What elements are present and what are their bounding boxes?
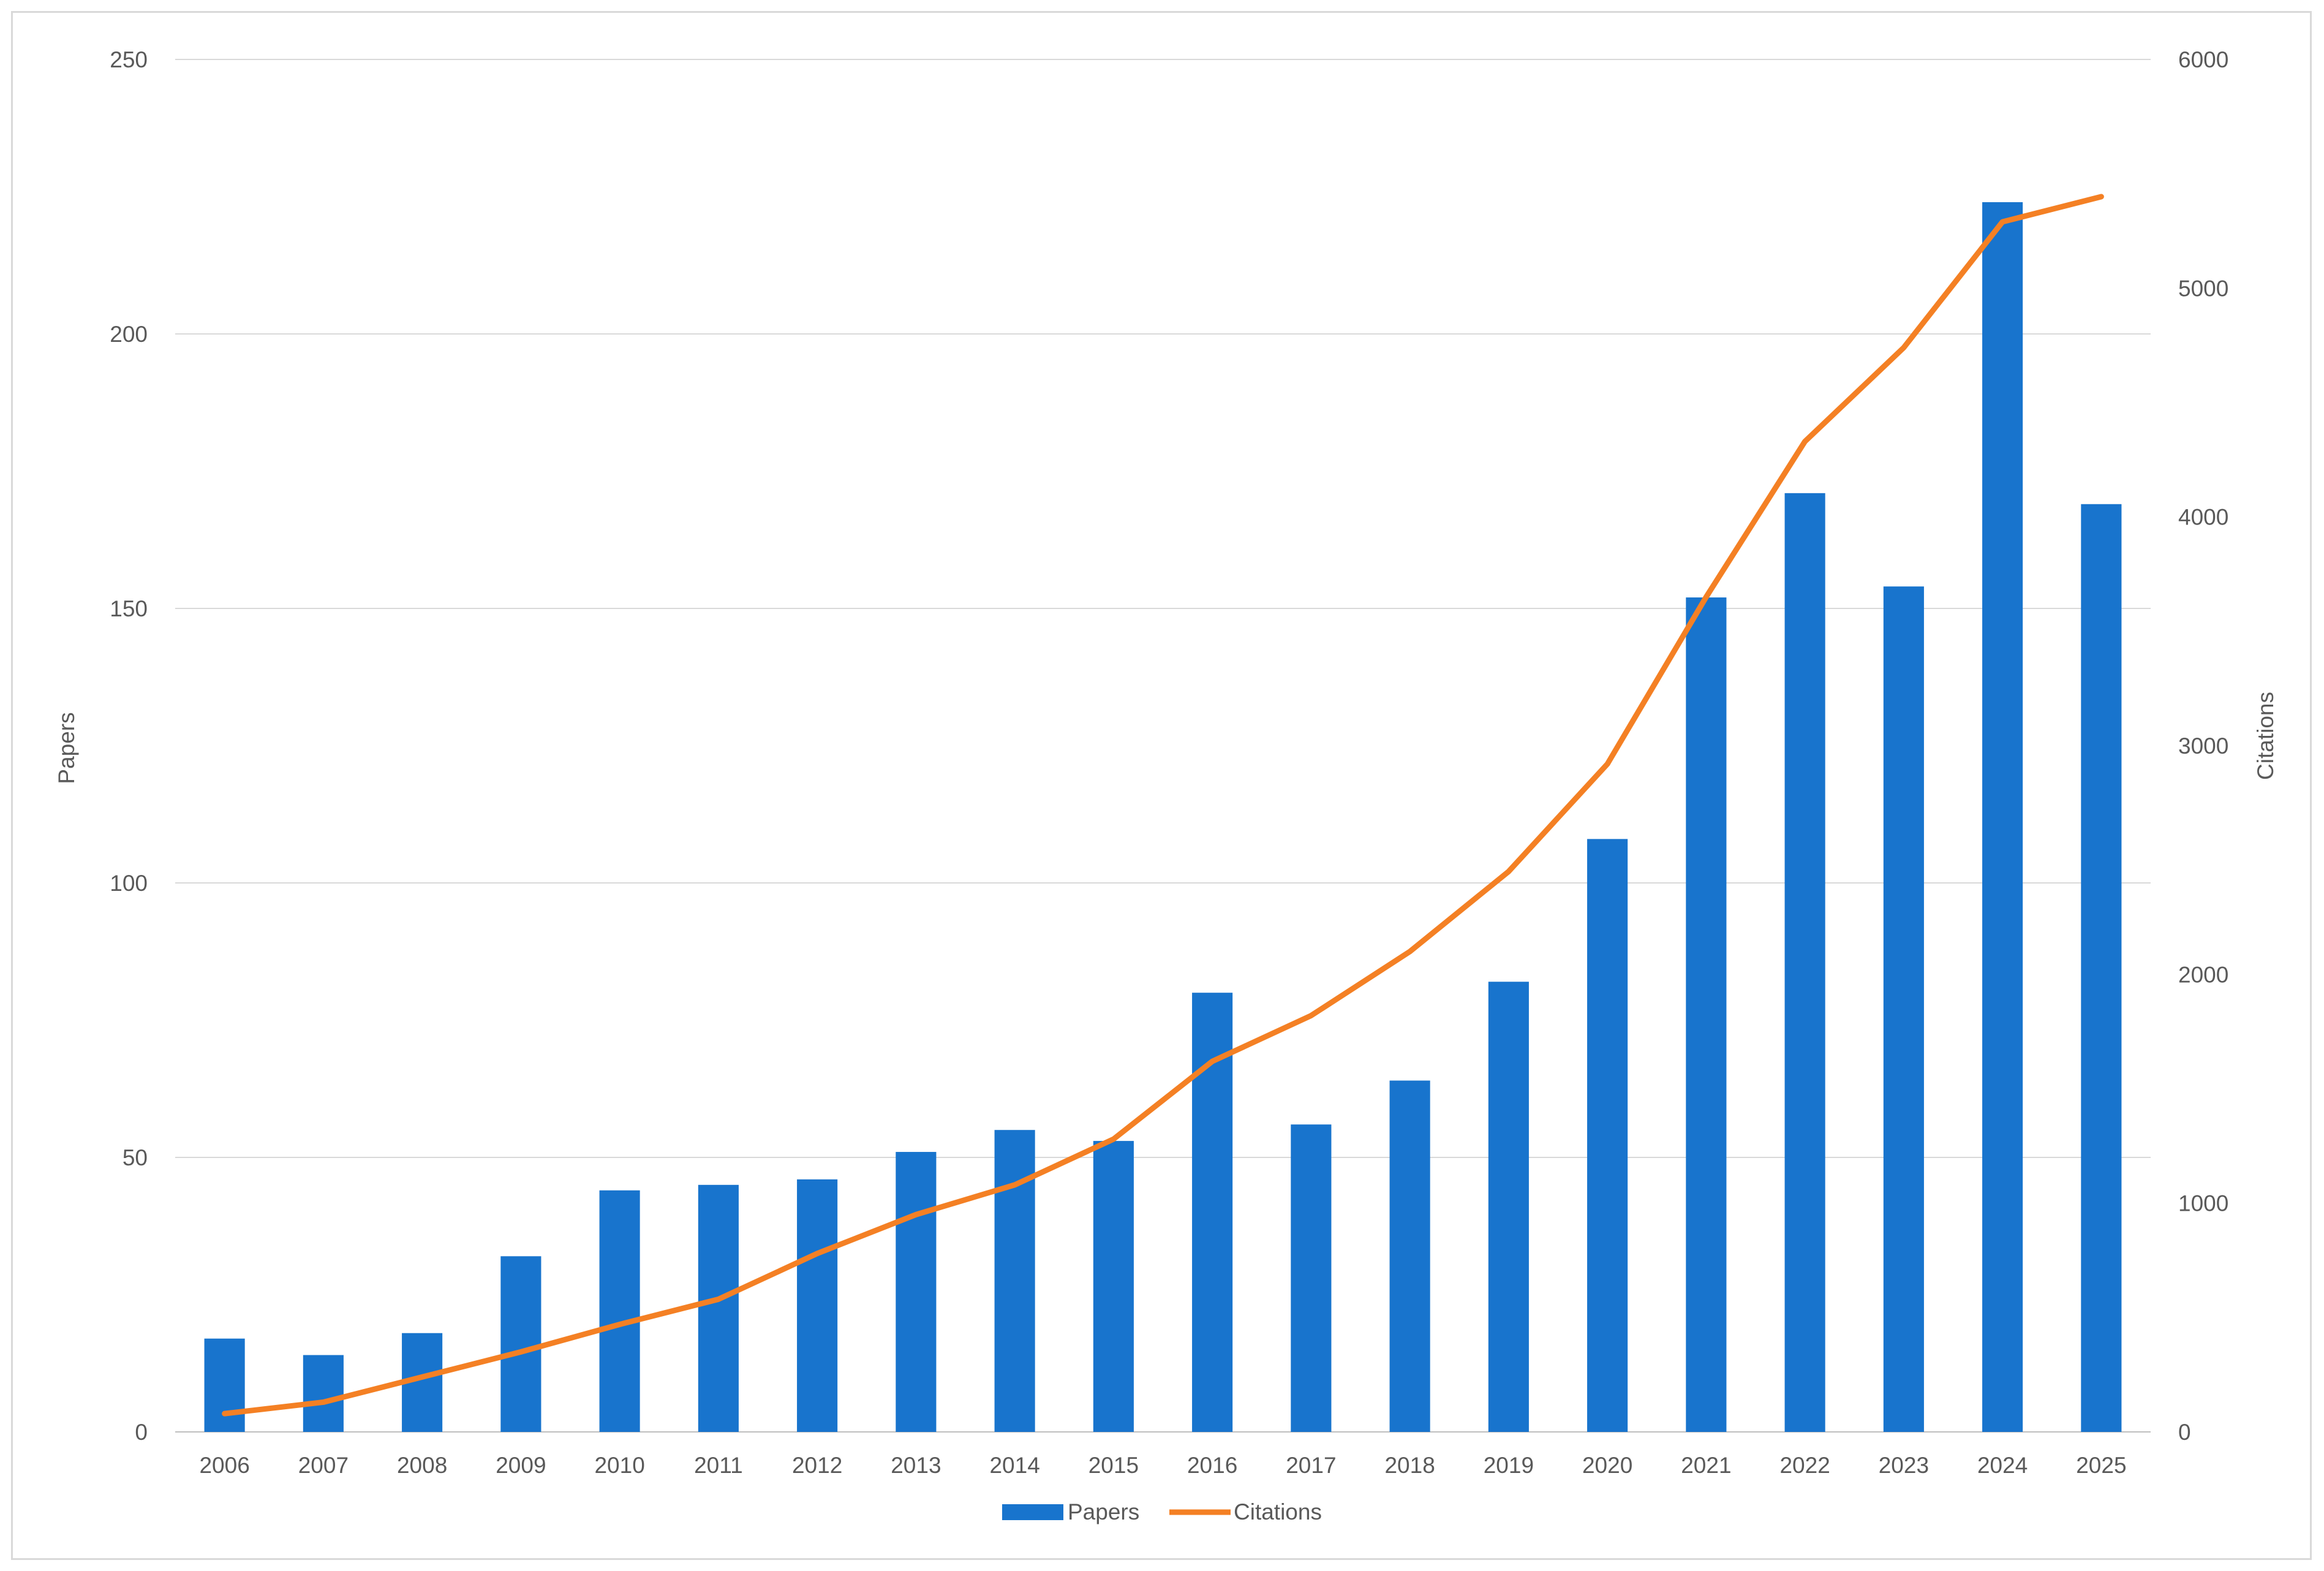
y2-axis-title: Citations xyxy=(2253,692,2278,780)
gridlines xyxy=(175,59,2151,1433)
bar-papers xyxy=(1488,982,1529,1432)
citations-line xyxy=(222,194,2104,1417)
y2-tick-label: 1000 xyxy=(2178,1191,2228,1216)
x-tick-label: 2006 xyxy=(199,1453,249,1478)
bar-papers xyxy=(1192,993,1233,1432)
y-tick-label: 200 xyxy=(110,322,148,347)
bar-papers xyxy=(303,1355,344,1432)
x-tick-label: 2013 xyxy=(891,1453,941,1478)
bar-papers xyxy=(2081,504,2122,1432)
y-axis-title: Papers xyxy=(54,712,79,784)
bar-papers xyxy=(994,1130,1035,1432)
x-tick-label: 2008 xyxy=(397,1453,447,1478)
citations-point xyxy=(717,1298,720,1301)
x-tick-label: 2020 xyxy=(1582,1453,1632,1478)
citations-point xyxy=(1803,440,1806,443)
bar-papers xyxy=(797,1179,838,1432)
chart-frame: 0 50 100 150 200 250 0 1000 2000 3000 4000 5000 6000… xyxy=(11,11,2312,1560)
x-tick-label: 2014 xyxy=(989,1453,1039,1478)
y-tick-label: 100 xyxy=(110,871,148,896)
x-tick-label: 2025 xyxy=(2076,1453,2126,1478)
citations-line-layer xyxy=(222,194,2104,1417)
citations-point xyxy=(1507,870,1510,873)
y-tick-label: 0 xyxy=(135,1420,148,1445)
x-tick-label: 2010 xyxy=(594,1453,644,1478)
citations-point xyxy=(816,1252,819,1255)
bar-papers xyxy=(1686,597,1727,1432)
citations-point xyxy=(223,1412,226,1415)
bar-papers xyxy=(1784,493,1825,1432)
bar-papers xyxy=(698,1184,739,1432)
x-tick-label: 2023 xyxy=(1879,1453,1929,1478)
citations-point xyxy=(2100,195,2103,198)
citations-point xyxy=(1013,1183,1016,1186)
citations-point xyxy=(1211,1060,1214,1063)
x-tick-label: 2021 xyxy=(1681,1453,1731,1478)
x-tick-label: 2015 xyxy=(1088,1453,1139,1478)
y-tick-label: 150 xyxy=(110,596,148,621)
citations-point xyxy=(421,1376,424,1379)
citations-point xyxy=(1606,762,1609,765)
citations-point xyxy=(1112,1138,1115,1141)
bar-papers xyxy=(1389,1080,1430,1432)
y2-tick-label: 4000 xyxy=(2178,505,2228,530)
chart: 0 50 100 150 200 250 0 1000 2000 3000 4000 5000 6000… xyxy=(54,47,2278,1524)
y2-tick-label: 2000 xyxy=(2178,962,2228,987)
x-tick-label: 2024 xyxy=(1977,1453,2028,1478)
bar-papers xyxy=(1291,1124,1332,1432)
citations-point xyxy=(2001,221,2004,224)
bar-papers xyxy=(1587,839,1628,1432)
bar-papers xyxy=(500,1256,541,1432)
x-tick-label: 2011 xyxy=(694,1453,743,1478)
x-tick-label: 2019 xyxy=(1484,1453,1534,1478)
axes: 0 50 100 150 200 250 0 1000 2000 3000 4000 5000 6000… xyxy=(110,47,2228,1478)
legend-label-papers: Papers xyxy=(1068,1499,1139,1524)
legend-swatch-papers xyxy=(1002,1504,1063,1520)
citations-point xyxy=(1902,346,1905,349)
citations-point xyxy=(915,1213,918,1216)
x-tick-label: 2007 xyxy=(298,1453,349,1478)
citations-point xyxy=(618,1323,621,1326)
y2-tick-label: 0 xyxy=(2178,1420,2191,1445)
bar-papers xyxy=(1883,586,1924,1433)
x-tick-label: 2016 xyxy=(1187,1453,1237,1478)
x-tick-label: 2009 xyxy=(496,1453,546,1478)
citations-point xyxy=(1705,596,1708,599)
x-tick-label: 2022 xyxy=(1779,1453,1830,1478)
bar-papers xyxy=(1982,202,2023,1433)
y-tick-label: 50 xyxy=(123,1145,148,1170)
legend-label-citations: Citations xyxy=(1234,1499,1322,1524)
citations-point xyxy=(1408,950,1411,953)
citations-point xyxy=(519,1350,523,1353)
legend: Papers Citations xyxy=(1002,1499,1322,1524)
papers-bars xyxy=(204,202,2122,1433)
citations-point xyxy=(322,1401,325,1404)
x-tick-label: 2018 xyxy=(1384,1453,1435,1478)
y-tick-label: 250 xyxy=(110,47,148,72)
bar-papers xyxy=(599,1190,640,1432)
y2-tick-label: 3000 xyxy=(2178,733,2228,759)
citations-point xyxy=(1310,1014,1313,1017)
x-tick-label: 2017 xyxy=(1286,1453,1336,1478)
bar-papers xyxy=(896,1152,937,1432)
y2-tick-label: 6000 xyxy=(2178,47,2228,72)
x-tick-label: 2012 xyxy=(792,1453,842,1478)
bar-papers xyxy=(204,1338,245,1432)
bar-papers xyxy=(1093,1141,1134,1432)
y2-tick-label: 5000 xyxy=(2178,276,2228,301)
